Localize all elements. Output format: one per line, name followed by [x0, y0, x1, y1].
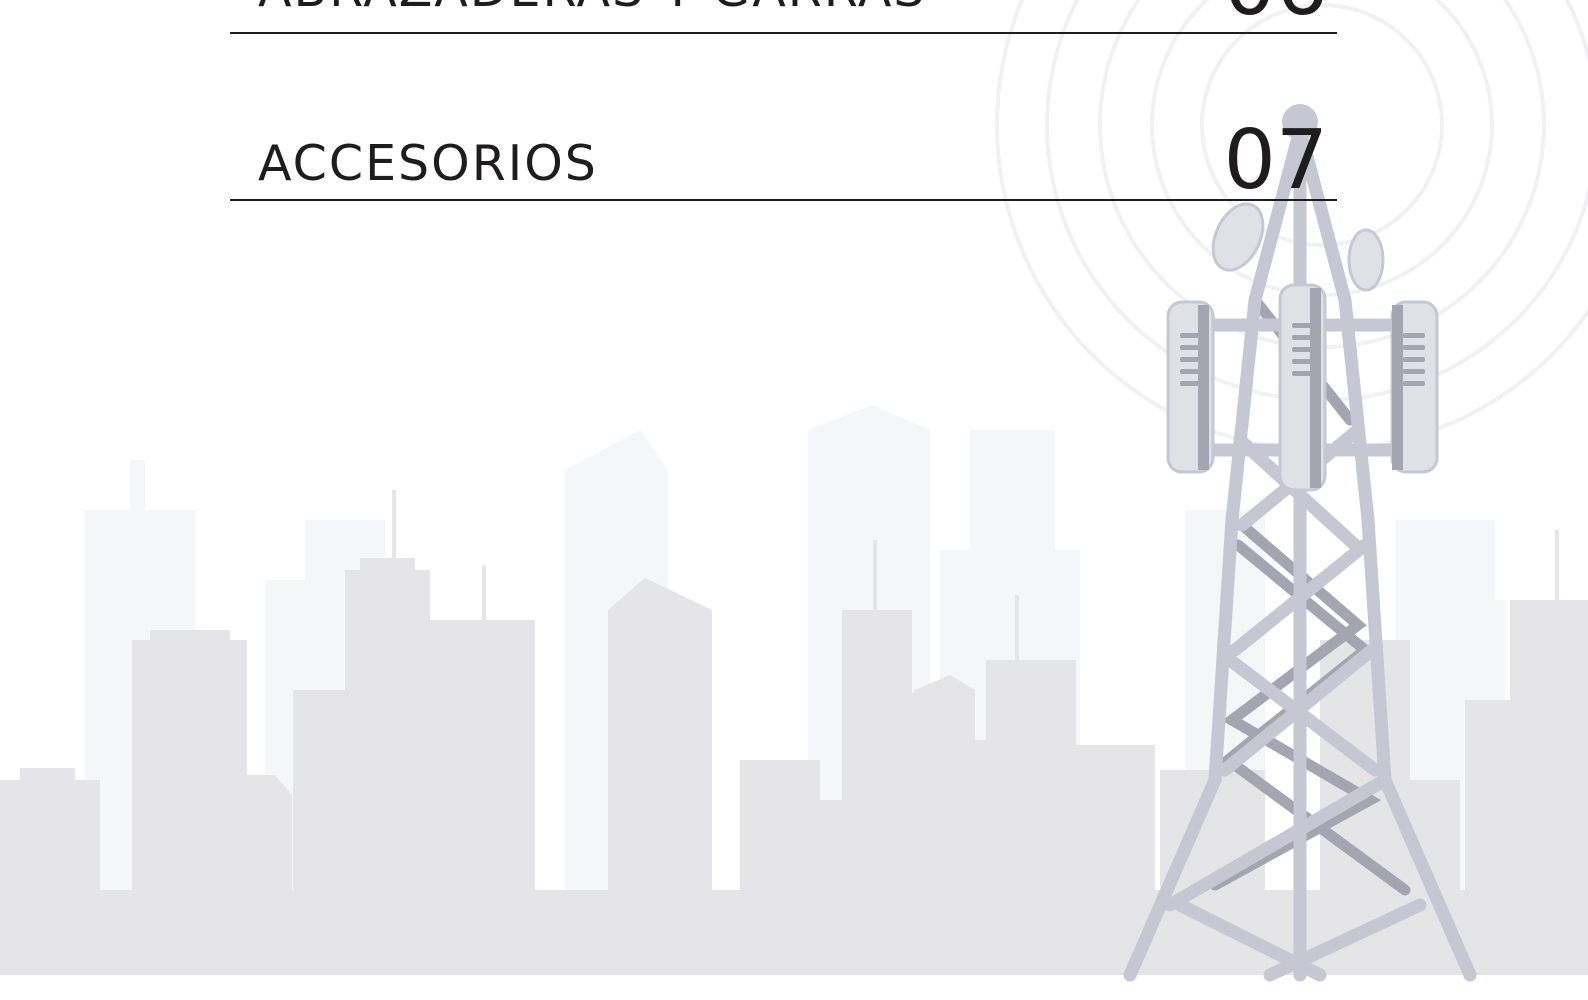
page: {"toc": {"entries": [ {"title": "ABRAZAD… [0, 0, 1588, 1000]
toc-page: ABRAZADERAS Y GARRAS 06 ACCESORIOS 07 [0, 0, 1588, 1000]
toc-entry[interactable]: ACCESORIOS 07 [230, 113, 1337, 208]
entry-title: ACCESORIOS [258, 135, 598, 192]
entry-page: 07 [1224, 113, 1328, 208]
entry-page: 06 [1224, 0, 1328, 34]
toc-entry[interactable]: ABRAZADERAS Y GARRAS 06 [230, 0, 1337, 34]
entry-title: ABRAZADERAS Y GARRAS [258, 0, 926, 18]
